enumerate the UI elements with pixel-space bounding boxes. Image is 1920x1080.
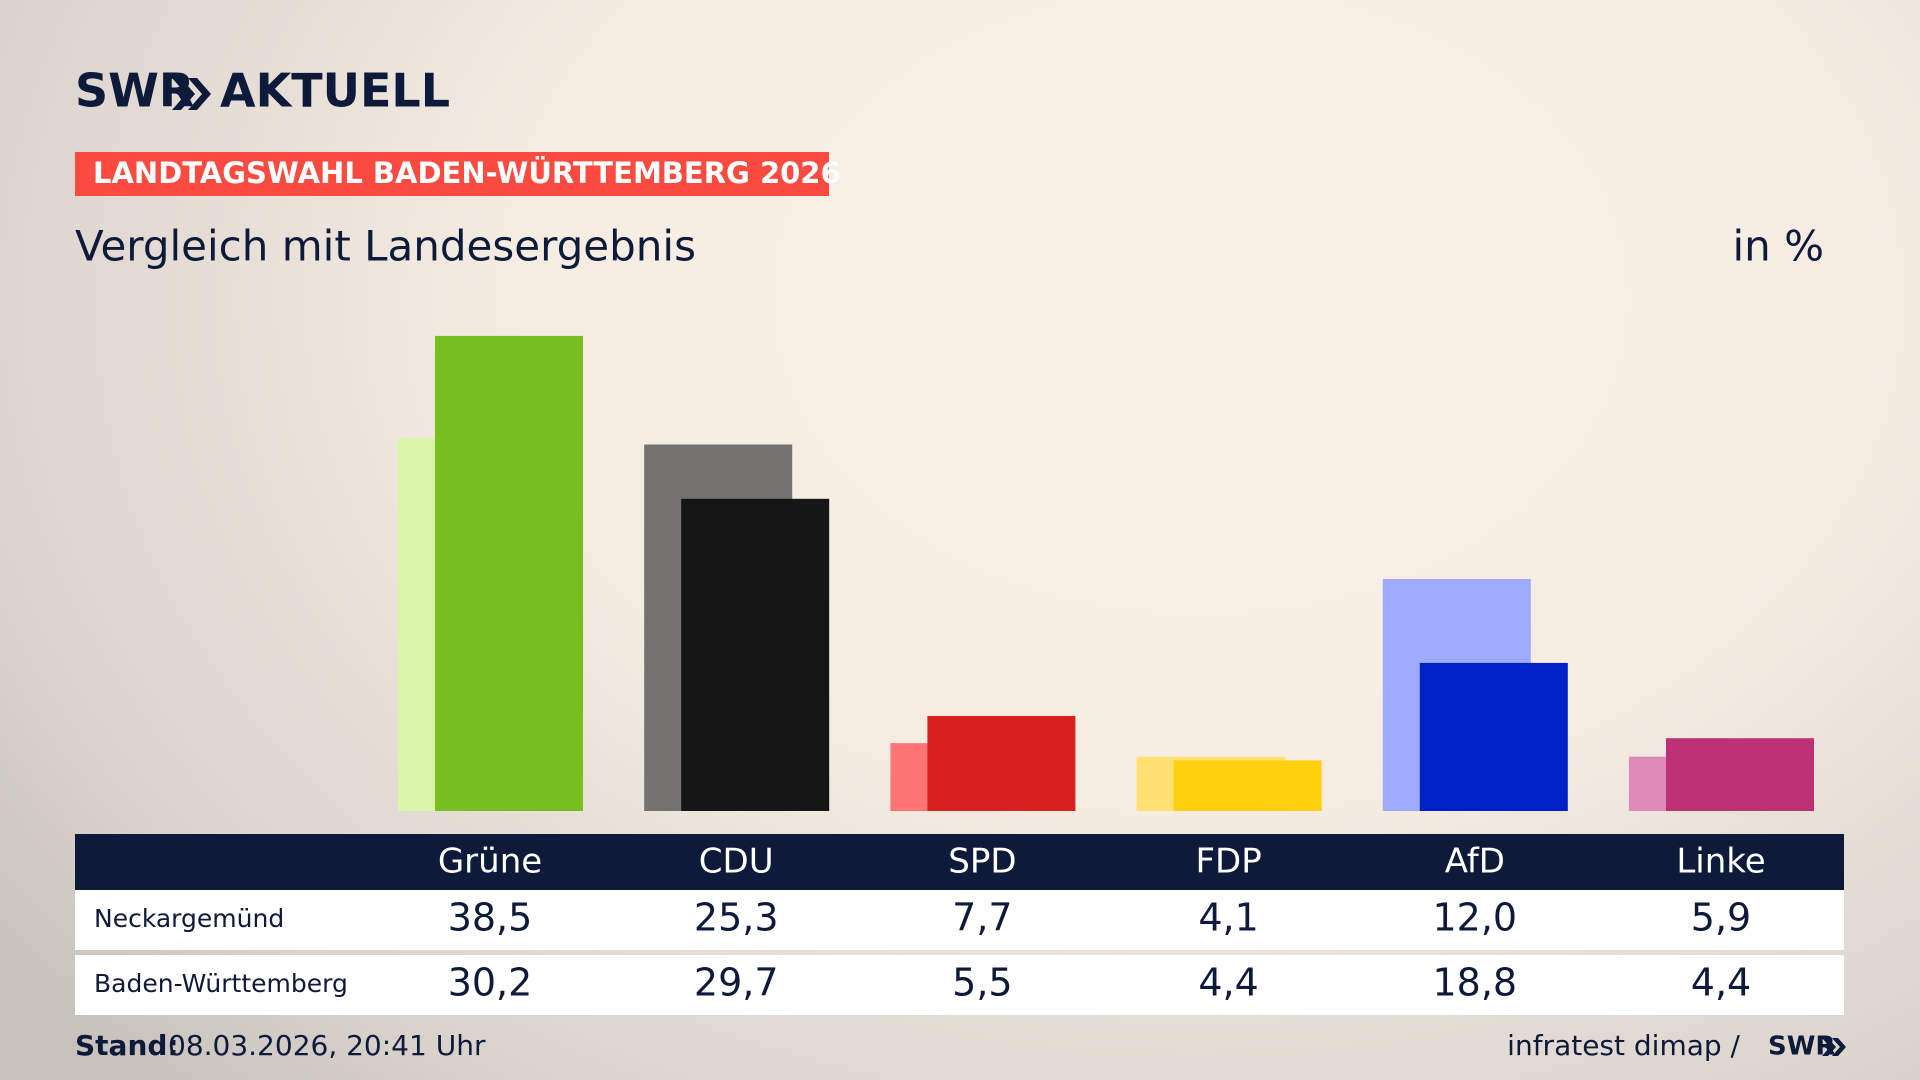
footer-chevrons xyxy=(1822,1038,1846,1056)
footer-brand: SWR xyxy=(1768,1032,1835,1062)
column-header: Grüne xyxy=(438,842,542,882)
stand-label: Stand: xyxy=(75,1029,179,1062)
row-label: Neckargemünd xyxy=(94,904,284,933)
table-row xyxy=(75,955,1844,1015)
column-header: FDP xyxy=(1195,842,1261,882)
banner-bg xyxy=(75,152,829,196)
value-cell: 29,7 xyxy=(694,961,779,1005)
value-cell: 25,3 xyxy=(694,896,779,940)
program: AKTUELL xyxy=(220,64,450,118)
column-header: AfD xyxy=(1445,842,1505,882)
brand-chevrons xyxy=(172,78,211,110)
source: infratest dimap / xyxy=(1507,1029,1740,1062)
value-cell: 7,7 xyxy=(952,896,1012,940)
value-cell: 38,5 xyxy=(448,896,533,940)
unit: in % xyxy=(1732,222,1824,271)
banner: LANDTAGSWAHL BADEN-WÜRTTEMBERG 2026 xyxy=(93,156,841,190)
column-header: Linke xyxy=(1676,842,1765,882)
value-cell: 4,4 xyxy=(1691,961,1751,1005)
value-cell: 5,9 xyxy=(1691,896,1751,940)
column-header: CDU xyxy=(699,842,774,882)
value-cell: 4,1 xyxy=(1198,896,1258,940)
row-label: Baden-Württemberg xyxy=(94,969,348,998)
bar xyxy=(681,498,830,811)
table-row xyxy=(75,890,1844,950)
value-cell: 18,8 xyxy=(1432,961,1517,1005)
value-cell: 12,0 xyxy=(1432,896,1517,940)
table-header xyxy=(75,834,1844,890)
bar xyxy=(1666,738,1814,811)
column-header: SPD xyxy=(948,842,1016,882)
timestamp: 08.03.2026, 20:41 Uhr xyxy=(168,1029,486,1062)
chart-title: Vergleich mit Landesergebnis xyxy=(75,222,696,271)
value-cell: 4,4 xyxy=(1198,961,1258,1005)
bar xyxy=(927,715,1076,811)
value-cell: 30,2 xyxy=(448,961,533,1005)
bar xyxy=(1419,662,1568,811)
value-cell: 5,5 xyxy=(952,961,1012,1005)
bar xyxy=(1173,760,1322,811)
bar xyxy=(435,335,583,811)
